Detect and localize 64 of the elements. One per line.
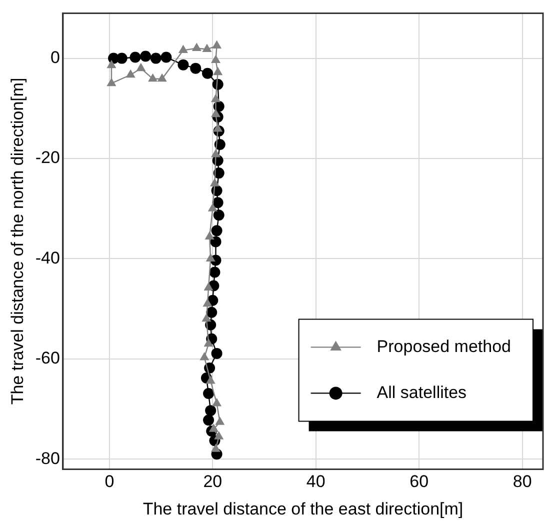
point: [210, 149, 221, 158]
point: [208, 203, 218, 212]
x-tick-label: 0: [104, 472, 114, 492]
point: [206, 306, 218, 318]
x-tick-label: 40: [306, 472, 326, 492]
point: [150, 52, 162, 64]
point: [204, 282, 214, 291]
point: [205, 405, 216, 416]
point: [203, 388, 214, 400]
x-tick-label: 80: [512, 472, 532, 492]
point: [208, 424, 218, 432]
point: [213, 210, 224, 221]
point: [213, 66, 223, 76]
point: [160, 52, 172, 63]
point: [210, 444, 221, 452]
point: [213, 168, 224, 179]
point: [200, 352, 210, 360]
point: [140, 50, 152, 62]
point: [202, 313, 212, 322]
point: [211, 225, 222, 236]
point: [211, 348, 222, 359]
point: [126, 69, 136, 78]
y-axis-title: The travel distance of the north direction[m]: [8, 78, 27, 405]
x-tick-label: 20: [203, 472, 222, 492]
y-tick-label: -60: [35, 348, 60, 368]
legend-label: All satellites: [376, 382, 467, 402]
point: [206, 376, 216, 384]
point: [215, 416, 225, 425]
y-tick-label: -80: [35, 448, 60, 468]
y-tick-label: -20: [35, 148, 60, 168]
point: [204, 338, 214, 347]
point: [202, 44, 212, 52]
point: [202, 298, 212, 307]
point: [209, 266, 220, 278]
point: [210, 178, 220, 186]
y-tick-label: -40: [35, 248, 60, 268]
point: [116, 52, 128, 64]
x-axis-title: The travel distance of the east direction[m]: [142, 499, 464, 518]
point: [192, 42, 202, 52]
point: [210, 108, 221, 118]
point: [210, 94, 221, 102]
point: [136, 62, 146, 72]
point: [190, 62, 202, 74]
point: [130, 52, 141, 63]
point: [204, 231, 214, 240]
point: [206, 253, 216, 262]
point: [213, 123, 223, 132]
point: [106, 78, 116, 86]
point: [203, 414, 214, 426]
x-tick-label: 60: [410, 472, 429, 492]
point: [202, 68, 213, 79]
point: [212, 197, 224, 208]
point: [212, 40, 222, 49]
point: [210, 236, 222, 248]
point: [106, 60, 116, 68]
point: [214, 431, 224, 440]
point: [148, 73, 158, 82]
point: [178, 44, 188, 54]
legend-label: Proposed method: [376, 336, 512, 356]
point: [157, 73, 167, 82]
point: [178, 59, 189, 70]
y-tick-label: 0: [50, 48, 60, 67]
point: [210, 54, 221, 64]
point: [212, 398, 222, 406]
